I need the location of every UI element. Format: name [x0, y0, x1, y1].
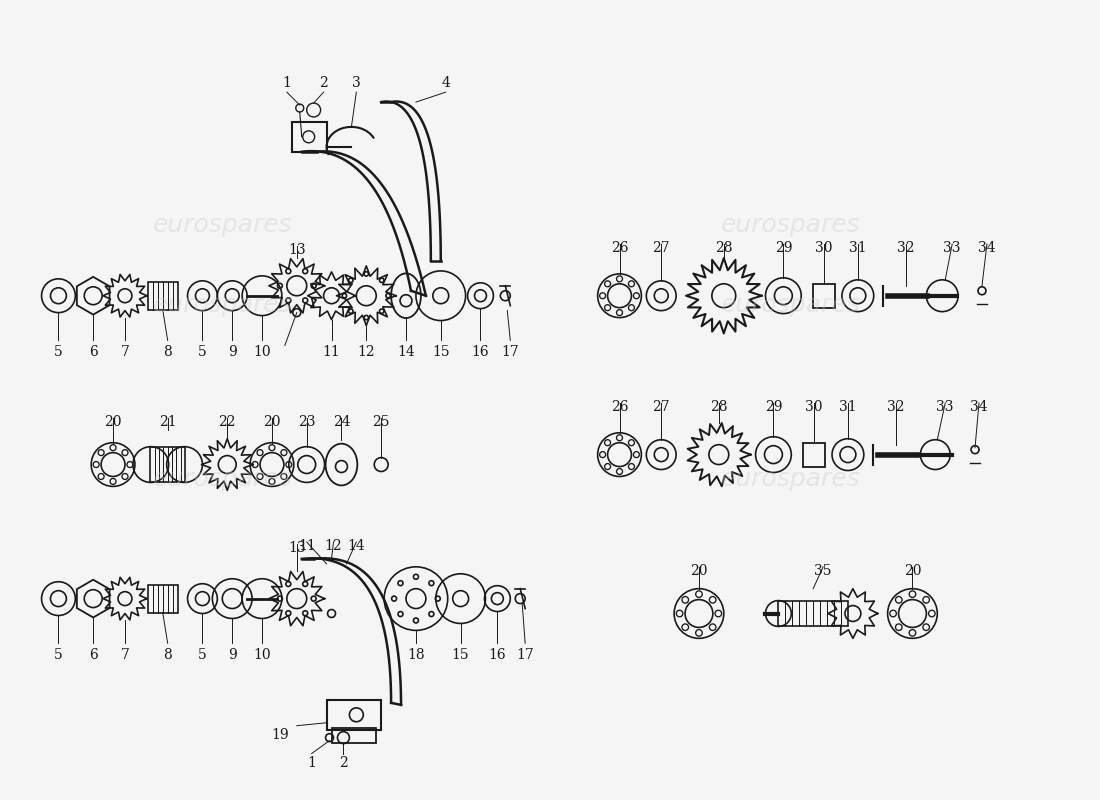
Text: 32: 32 — [896, 241, 914, 255]
Text: 13: 13 — [288, 541, 306, 555]
Text: 8: 8 — [163, 648, 172, 662]
Text: 34: 34 — [978, 241, 996, 255]
Text: 33: 33 — [944, 241, 961, 255]
Text: 15: 15 — [432, 346, 450, 359]
Bar — [779, 601, 848, 626]
Text: 5: 5 — [198, 648, 207, 662]
Text: 6: 6 — [89, 346, 98, 359]
Text: 20: 20 — [690, 564, 707, 578]
Text: 4: 4 — [441, 76, 450, 90]
Text: 31: 31 — [849, 241, 867, 255]
Text: eurospares: eurospares — [153, 214, 293, 238]
Text: 5: 5 — [54, 346, 63, 359]
Text: 13: 13 — [288, 243, 306, 257]
Text: 12: 12 — [358, 346, 375, 359]
Text: 30: 30 — [815, 241, 833, 255]
Text: 2: 2 — [339, 755, 348, 770]
Bar — [147, 585, 177, 613]
Text: 5: 5 — [54, 648, 63, 662]
Text: 3: 3 — [352, 76, 361, 90]
Text: 34: 34 — [970, 400, 988, 414]
Text: 6: 6 — [89, 648, 98, 662]
Text: 20: 20 — [904, 564, 921, 578]
Text: 18: 18 — [407, 648, 425, 662]
Text: 16: 16 — [488, 648, 506, 662]
Text: 26: 26 — [610, 241, 628, 255]
Text: 35: 35 — [814, 564, 832, 578]
Text: 19: 19 — [271, 728, 288, 742]
Text: 20: 20 — [263, 415, 280, 429]
Text: 15: 15 — [452, 648, 470, 662]
Text: 10: 10 — [253, 648, 271, 662]
Bar — [327, 700, 382, 730]
Text: 2: 2 — [319, 76, 328, 90]
Text: 28: 28 — [711, 400, 727, 414]
Text: 9: 9 — [228, 648, 236, 662]
Text: 1: 1 — [307, 755, 316, 770]
Text: eurospares: eurospares — [720, 467, 860, 491]
Text: 14: 14 — [397, 346, 415, 359]
Text: 21: 21 — [158, 415, 176, 429]
Text: 11: 11 — [322, 346, 340, 359]
Text: 1: 1 — [283, 76, 292, 90]
Text: 14: 14 — [348, 539, 365, 553]
Text: 8: 8 — [163, 346, 172, 359]
Text: eurospares: eurospares — [720, 293, 860, 317]
Text: 31: 31 — [839, 400, 857, 414]
Text: 11: 11 — [298, 539, 316, 553]
Text: 5: 5 — [198, 346, 207, 359]
Text: eurospares: eurospares — [720, 214, 860, 238]
Text: 16: 16 — [472, 346, 490, 359]
Bar — [331, 728, 376, 742]
Text: 32: 32 — [887, 400, 904, 414]
Text: 23: 23 — [298, 415, 316, 429]
Text: 25: 25 — [373, 415, 389, 429]
Text: 29: 29 — [764, 400, 782, 414]
Text: 17: 17 — [516, 648, 534, 662]
Bar — [292, 122, 327, 152]
Bar — [147, 282, 177, 310]
Bar — [813, 284, 835, 308]
Text: 17: 17 — [502, 346, 519, 359]
Text: eurospares: eurospares — [153, 293, 293, 317]
Text: 26: 26 — [610, 400, 628, 414]
Text: 10: 10 — [253, 346, 271, 359]
Text: eurospares: eurospares — [153, 467, 293, 491]
Bar — [803, 442, 825, 466]
Text: 27: 27 — [652, 400, 670, 414]
Text: 12: 12 — [324, 539, 342, 553]
Text: 33: 33 — [936, 400, 954, 414]
Text: 20: 20 — [104, 415, 122, 429]
Text: 27: 27 — [652, 241, 670, 255]
Text: 29: 29 — [774, 241, 792, 255]
Text: 22: 22 — [219, 415, 236, 429]
Bar — [151, 447, 185, 482]
Text: 7: 7 — [121, 346, 130, 359]
Text: 30: 30 — [805, 400, 823, 414]
Text: 24: 24 — [332, 415, 350, 429]
Text: 7: 7 — [121, 648, 130, 662]
Text: 9: 9 — [228, 346, 236, 359]
Text: 28: 28 — [715, 241, 733, 255]
